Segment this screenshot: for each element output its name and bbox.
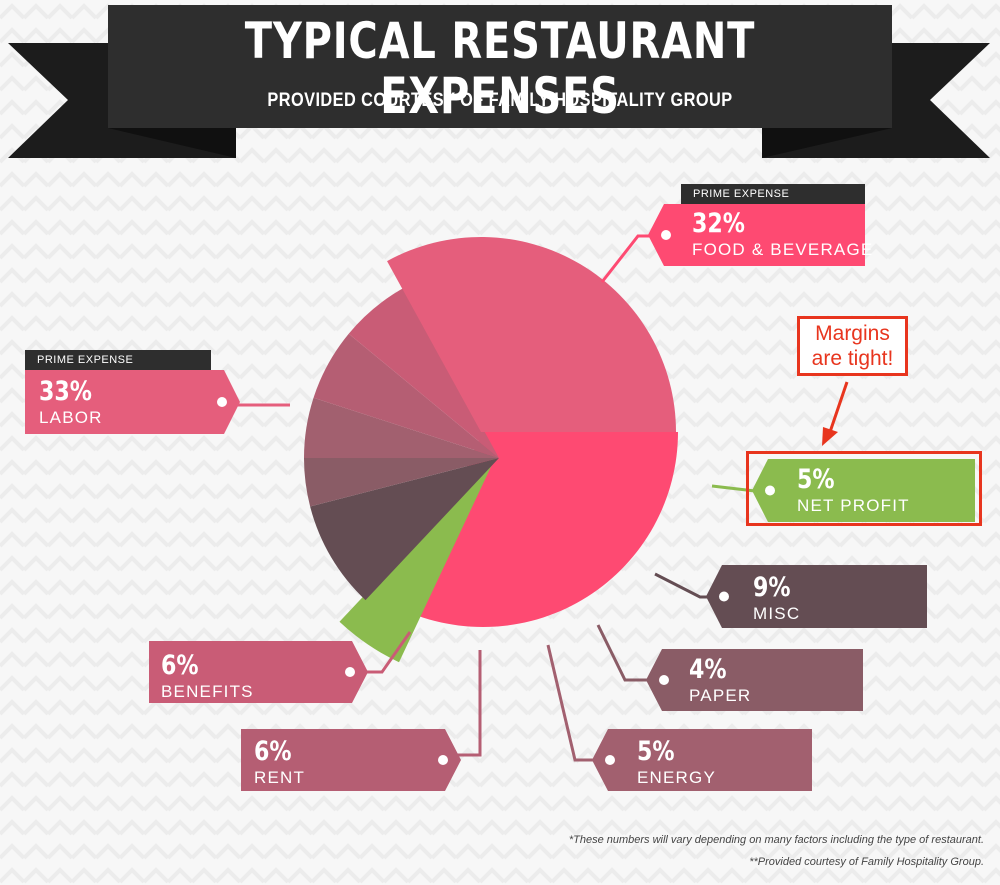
leader-line-paper (596, 624, 655, 682)
labor-percent: 33% (39, 376, 93, 407)
callout-line-1: Margins (815, 322, 890, 345)
pie-slice-paper (304, 458, 499, 507)
paper-label: PAPER (689, 686, 752, 705)
benefits-label: BENEFITS (161, 682, 254, 701)
net-profit-label: NET PROFIT (797, 496, 910, 515)
pie-slice-rent (313, 333, 499, 458)
tag-hole-net-profit (765, 485, 775, 496)
tag-hole-benefits (345, 667, 355, 677)
energy-percent: 5% (637, 736, 675, 767)
tag-shape-food-beverage (648, 204, 865, 266)
pie-slice-net-profit (339, 454, 497, 663)
benefits-percent: 6% (161, 650, 199, 681)
rent-label: RENT (254, 768, 306, 787)
leader-line-rent (448, 650, 482, 757)
tag-shape-benefits (149, 641, 368, 703)
tag-hole-paper (659, 675, 669, 685)
page-title: TYPICAL RESTAURANT EXPENSES (244, 12, 756, 125)
banner-fold-right (762, 128, 892, 158)
tag-shape-paper (646, 649, 863, 711)
pie-slice-energy (304, 397, 499, 458)
tag-hole-misc (719, 591, 729, 602)
margins-callout: Margins are tight! (797, 316, 908, 376)
tag-hole-rent (438, 755, 448, 765)
tag-shape-net-profit (752, 459, 975, 522)
net-profit-percent: 5% (797, 464, 835, 495)
prime-expense-tag-labor: PRIME EXPENSE (25, 350, 211, 370)
banner-fold-left (108, 128, 236, 158)
labor-label: LABOR (39, 408, 103, 427)
footnote-1: *These numbers will vary depending on ma… (568, 834, 984, 846)
tag-hole-food-beverage (661, 230, 671, 240)
tag-hole-labor (217, 397, 227, 407)
tag-hole-energy (605, 755, 615, 765)
energy-label: ENERGY (637, 768, 716, 787)
net-profit-highlight (746, 451, 982, 526)
paper-percent: 4% (689, 654, 727, 685)
page-subtitle: PROVIDED COURTESY OF FAMILY HOSPITALITY … (267, 90, 733, 111)
pie-slice-benefits (348, 287, 499, 458)
tag-shape-misc (706, 565, 927, 628)
callout-line-2: are tight! (811, 347, 894, 370)
misc-percent: 9% (753, 572, 791, 603)
pie-slice-misc (310, 458, 499, 601)
food-beverage-label: FOOD & BEVERAGE (692, 240, 874, 259)
rent-percent: 6% (254, 736, 292, 767)
misc-label: MISC (753, 604, 801, 623)
footnote-2: **Provided courtesy of Family Hospitalit… (749, 856, 984, 868)
banner (108, 5, 892, 128)
tag-shape-rent (241, 729, 461, 791)
tag-shape-energy (592, 729, 812, 791)
food-beverage-percent: 32% (692, 208, 746, 239)
pie-slice-labor (387, 237, 676, 432)
tag-shape-labor (25, 370, 240, 434)
prime-expense-tag-food: PRIME EXPENSE (681, 184, 865, 204)
